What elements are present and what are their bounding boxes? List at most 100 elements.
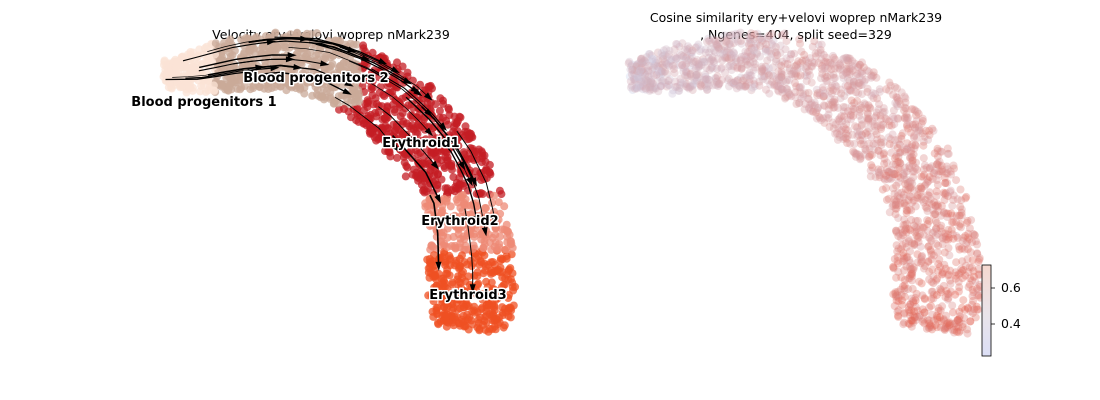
cell-point (939, 315, 948, 324)
cell-point (867, 71, 876, 80)
cell-point (894, 114, 903, 123)
cell-point (892, 204, 901, 213)
cell-point (953, 315, 962, 324)
cell-point (737, 59, 746, 68)
cell-point (913, 258, 922, 267)
cell-point (632, 83, 641, 92)
cell-point (810, 37, 819, 46)
cell-point (941, 293, 950, 302)
cell-point (703, 79, 712, 88)
cell-point (669, 65, 678, 74)
cell-point (790, 62, 799, 71)
cell-point (424, 184, 433, 193)
cell-point (438, 145, 447, 154)
cell-point (683, 72, 692, 81)
cell-point (855, 105, 864, 114)
cell-point (941, 324, 950, 333)
cell-point (783, 75, 792, 84)
cell-point (834, 115, 843, 124)
cell-point (751, 39, 760, 48)
cell-point (882, 171, 891, 180)
cell-point (712, 78, 721, 86)
cell-point (691, 43, 700, 52)
cell-point (937, 227, 946, 236)
cell-point (943, 149, 952, 158)
cell-point (839, 103, 848, 111)
cell-point (923, 178, 932, 187)
cell-point (384, 79, 393, 88)
velocity-streamline (456, 130, 496, 222)
cell-point (199, 80, 208, 89)
cell-point (666, 57, 675, 66)
cell-point (645, 50, 654, 59)
cell-point (929, 251, 938, 260)
cell-point (778, 88, 787, 97)
cell-point (642, 53, 651, 62)
streamline-arrowhead (424, 92, 433, 101)
cell-point (958, 303, 966, 312)
cell-point (861, 100, 870, 109)
cell-point (703, 85, 712, 94)
cell-point (931, 210, 940, 219)
cell-point (804, 94, 813, 103)
cell-point (893, 114, 902, 123)
cell-point (482, 204, 490, 213)
cell-point (925, 275, 934, 284)
cell-point (746, 35, 755, 44)
cell-point (894, 178, 903, 187)
cell-point (841, 68, 850, 77)
cell-point (852, 152, 860, 161)
cell-point (461, 321, 470, 330)
cell-point (893, 291, 902, 300)
cell-point (819, 50, 828, 59)
cell-point (703, 37, 711, 46)
cell-point (956, 219, 965, 228)
cell-point (924, 258, 933, 266)
cell-point (772, 82, 781, 91)
cell-point (745, 47, 754, 56)
cell-point (924, 257, 933, 266)
cell-point (901, 185, 910, 194)
cell-point (742, 52, 751, 61)
cell-point (829, 53, 838, 62)
cell-point (670, 45, 679, 54)
cell-point (509, 301, 518, 310)
cell-point (699, 75, 708, 84)
cell-point (963, 216, 972, 225)
cell-point (749, 46, 758, 55)
cell-point (791, 88, 800, 97)
cell-point (888, 130, 897, 139)
cell-point (867, 73, 876, 82)
streamline-arrowhead (344, 80, 354, 87)
cell-point (916, 223, 925, 232)
cell-point (896, 159, 905, 168)
cell-point (625, 72, 634, 81)
cell-point (490, 207, 499, 216)
cell-point (737, 64, 746, 73)
cell-point (835, 60, 844, 69)
cell-point (970, 305, 979, 314)
cell-point (961, 271, 970, 280)
cell-point (813, 106, 822, 115)
cell-point (861, 75, 870, 84)
cell-point (879, 104, 888, 113)
cell-point (856, 68, 865, 77)
cell-point (936, 147, 945, 156)
cell-point (879, 169, 888, 178)
cell-point (892, 241, 901, 250)
cell-point (943, 322, 952, 331)
cell-point (696, 82, 705, 91)
streamline-arrowhead (293, 64, 303, 70)
cell-point (833, 135, 842, 144)
cell-point (812, 108, 820, 117)
cell-point (910, 240, 919, 249)
cell-point (631, 76, 640, 85)
cell-point (889, 263, 898, 272)
cell-point (889, 200, 898, 209)
cell-point (847, 96, 856, 105)
cell-point (832, 87, 841, 96)
cell-point (634, 73, 643, 81)
cell-point (897, 188, 906, 197)
cell-point (882, 158, 891, 167)
cell-point (778, 70, 787, 79)
